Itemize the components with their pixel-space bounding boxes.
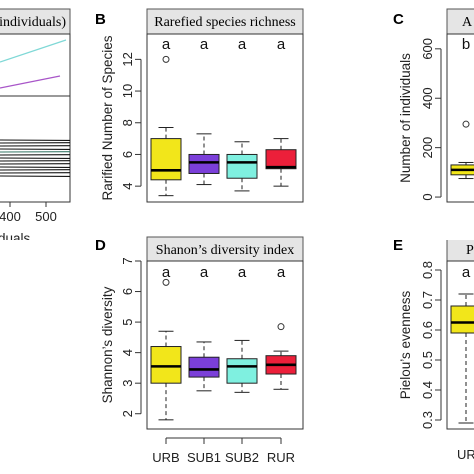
panel-d-strip	[146, 236, 304, 262]
significance-letter: a	[277, 264, 286, 281]
box-sub1	[188, 356, 220, 378]
x-tick-label: URB	[152, 450, 179, 465]
panel-d-plot-area	[146, 260, 304, 430]
y-tick-label: 4	[120, 349, 135, 356]
box-sub1	[188, 153, 220, 174]
panel-c-ylabel: Number of individuals	[398, 53, 413, 183]
y-tick-label: 400	[420, 87, 435, 109]
y-tick-label: 3	[120, 380, 135, 387]
box-rur	[265, 149, 297, 170]
outlier-point	[162, 55, 170, 63]
panel-d-ylabel: Shannon’s diversity	[100, 286, 115, 403]
significance-letter: a	[238, 264, 247, 281]
box-urb	[150, 346, 182, 384]
panel-a-line-cyan	[0, 39, 67, 63]
significance-letter: a	[238, 36, 247, 53]
panel-e-plot-area	[446, 260, 474, 430]
y-tick-label: 5	[120, 318, 135, 325]
panel-c-title: A	[462, 15, 473, 30]
panel-a-plot-area	[0, 33, 71, 203]
panel-a: individuals) 400 500 duals	[0, 8, 71, 246]
panel-c: C A b Number of individuals 0 200 400 600	[393, 8, 474, 203]
y-tick-label: 0.6	[420, 321, 435, 339]
panel-c-marks: b	[450, 36, 474, 180]
panel-d-title: Shanon’s diversity index	[156, 243, 294, 258]
panel-a-xtick-label: 500	[35, 209, 57, 224]
y-tick-label: 200	[420, 137, 435, 159]
y-tick-label: 0.5	[420, 351, 435, 369]
significance-letter: a	[200, 264, 209, 281]
box-urb	[150, 138, 182, 181]
panel-b-title: Rarefied species richness	[154, 15, 296, 30]
panel-c-yaxis: 0 200 400 600	[420, 38, 442, 201]
panel-e-yaxis: 0.3 0.4 0.5 0.6 0.7 0.8	[420, 261, 442, 429]
y-tick-label: 0.3	[420, 411, 435, 429]
panel-e-title: P	[466, 243, 474, 258]
y-tick-label: 7	[120, 257, 135, 264]
x-tick-label: SUB2	[225, 450, 259, 465]
panel-c-plot-area	[446, 33, 474, 203]
significance-letter: a	[277, 36, 286, 53]
significance-letter: a	[462, 264, 471, 281]
panel-a-xtick-label: 400	[0, 209, 21, 224]
panel-e-xtick-label: UR	[457, 447, 474, 462]
y-tick-label: 4	[120, 183, 135, 190]
box-sub2	[226, 358, 258, 384]
y-tick-label: 6	[120, 151, 135, 158]
significance-letter: a	[200, 36, 209, 53]
significance-letter: a	[162, 264, 171, 281]
panel-b: B Rarefied species richness Rarified Num…	[95, 8, 304, 203]
outlier-point	[462, 120, 470, 128]
y-tick-label: 6	[120, 288, 135, 295]
significance-letter: b	[462, 36, 470, 53]
panel-b-marks: 4 6 8 10 12 a a a a	[120, 36, 297, 197]
outlier-point	[162, 278, 170, 286]
box-urb	[450, 305, 474, 334]
panel-e-marks: a	[450, 264, 474, 424]
panel-a-lines-black	[0, 139, 71, 177]
box-sub2	[226, 153, 258, 179]
panel-a-xlabel: duals	[0, 231, 31, 246]
y-tick-label: 0.7	[420, 291, 435, 309]
y-tick-label: 0.8	[420, 261, 435, 279]
panel-d: D Shanon’s diversity index Shannon’s div…	[95, 236, 304, 465]
panel-c-letter: C	[393, 11, 404, 28]
panel-e-letter: E	[393, 237, 403, 254]
significance-letter: a	[162, 36, 171, 53]
panel-a-strip	[0, 8, 71, 35]
panel-d-letter: D	[95, 237, 106, 254]
panel-e: E P a UR Pielou’s evenness 0.30.40.50.60…	[393, 237, 474, 462]
y-tick-label: 600	[420, 38, 435, 60]
panel-a-title: individuals)	[0, 15, 66, 30]
outlier-point	[277, 323, 285, 331]
panel-b-ylabel: Rarified Number of Species	[100, 35, 115, 200]
y-tick-label: 12	[120, 52, 135, 66]
x-tick-label: SUB1	[187, 450, 221, 465]
panel-b-letter: B	[95, 11, 106, 28]
y-tick-label: 2	[120, 410, 135, 417]
panel-a-line-purple	[0, 75, 61, 89]
y-tick-label: 8	[120, 119, 135, 126]
panel-e-ylabel: Pielou’s evenness	[398, 290, 413, 399]
y-tick-label: 10	[120, 84, 135, 98]
y-tick-label: 0.4	[420, 381, 435, 399]
y-tick-label: 0	[420, 193, 435, 200]
x-tick-label: RUR	[267, 450, 295, 465]
panel-d-marks: 2 3 4 5 6 7 a a a a URB SUB1 SUB2 RUR	[120, 257, 297, 465]
